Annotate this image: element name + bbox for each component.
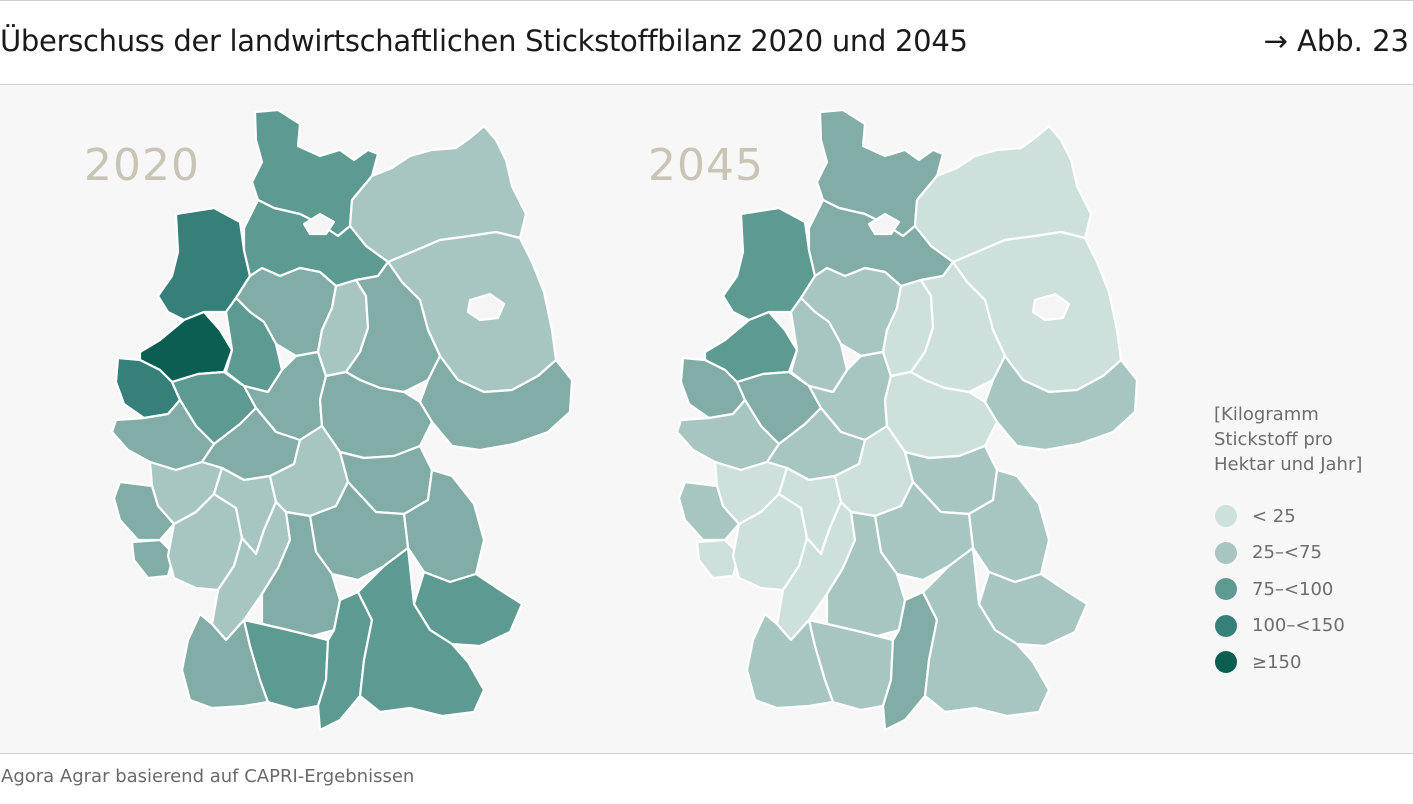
header-rule: [0, 84, 1413, 85]
legend-label: ≥150: [1252, 651, 1302, 673]
legend-label: 75–<100: [1252, 578, 1334, 600]
legend-title: [Kilogramm Stickstoff pro Hektar und Jah…: [1214, 402, 1404, 477]
legend-label: < 25: [1252, 505, 1296, 527]
legend-swatch: [1215, 541, 1237, 564]
region-st-east-2020: [344, 260, 442, 394]
region-saar-2045: [695, 538, 741, 580]
region-hamburg-2020: [302, 212, 336, 236]
region-sachsen-2045: [983, 354, 1139, 452]
region-weser-ems-2045: [721, 206, 817, 322]
legend-item: 25–<75: [1214, 535, 1404, 572]
region-weser-ems-2020: [156, 206, 252, 322]
region-sachsen-2020: [418, 354, 574, 452]
region-oberpfalz-2020: [402, 468, 486, 584]
map-2020: [110, 108, 574, 732]
legend-item: 75–<100: [1214, 571, 1404, 608]
region-oberbayern-2020: [356, 546, 486, 718]
legend-items: < 25 25–<75 75–<100 100–<150 ≥150: [1214, 498, 1404, 681]
legend-title-line: Stickstoff pro: [1214, 429, 1333, 450]
region-st-east-2045: [909, 260, 1007, 394]
legend-swatch: [1215, 651, 1237, 674]
year-label-2020: 2020: [84, 140, 200, 191]
year-label-2045: 2045: [648, 140, 764, 191]
legend-item: < 25: [1214, 498, 1404, 535]
legend-label: 25–<75: [1252, 542, 1322, 564]
legend-swatch: [1215, 614, 1237, 637]
legend-title-line: Hektar und Jahr]: [1214, 454, 1363, 475]
top-rule: [0, 0, 1413, 1]
legend-title-line: [Kilogramm: [1214, 404, 1319, 425]
footer-rule: [0, 753, 1413, 754]
map-2045: [675, 108, 1139, 732]
legend-label: 100–<150: [1252, 615, 1345, 637]
source-note: Agora Agrar basierend auf CAPRI-Ergebnis…: [1, 766, 415, 787]
legend: [Kilogramm Stickstoff pro Hektar und Jah…: [1214, 402, 1404, 681]
legend-swatch: [1215, 578, 1237, 601]
region-berlin-2045: [1031, 292, 1071, 322]
legend-item: 100–<150: [1214, 608, 1404, 645]
figure-reference: → Abb. 23: [1263, 24, 1409, 58]
region-hamburg-2045: [867, 212, 901, 236]
region-oberbayern-2045: [921, 546, 1051, 718]
region-oberpfalz-2045: [967, 468, 1051, 584]
legend-swatch: [1215, 505, 1237, 528]
legend-item: ≥150: [1214, 644, 1404, 681]
region-saar-2020: [130, 538, 176, 580]
region-berlin-2020: [466, 292, 506, 322]
chart-title: Überschuss der landwirtschaftlichen Stic…: [0, 24, 968, 58]
